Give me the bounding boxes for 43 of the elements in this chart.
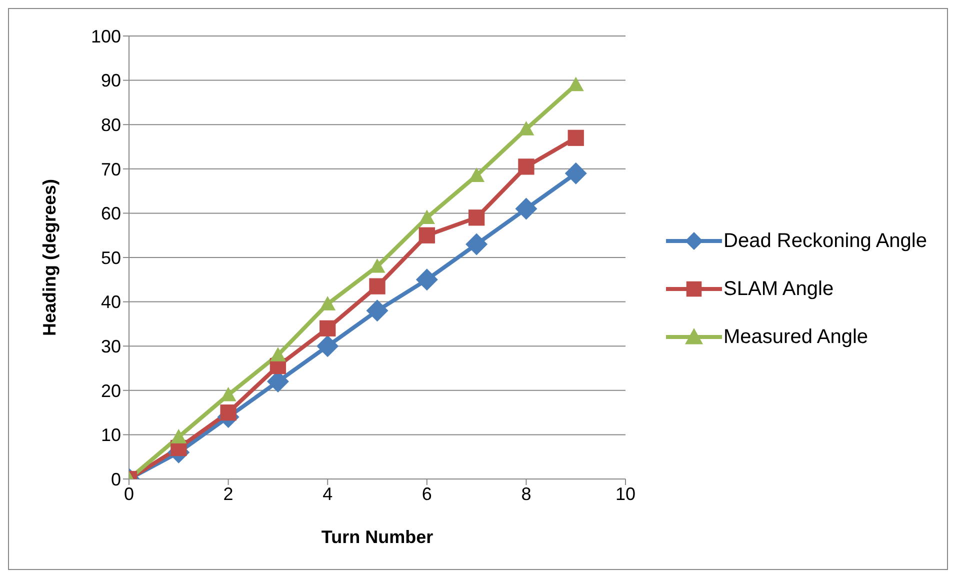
y-tick-label: 0 bbox=[110, 469, 121, 490]
legend-label: SLAM Angle bbox=[724, 277, 834, 302]
point bbox=[568, 130, 584, 146]
point bbox=[369, 278, 386, 294]
point bbox=[468, 210, 485, 226]
x-tick-label: 2 bbox=[223, 484, 234, 504]
y-tick-label: 50 bbox=[100, 248, 121, 268]
y-tick-label: 30 bbox=[100, 336, 121, 356]
x-tick-label: 0 bbox=[124, 484, 134, 504]
y-axis-title: Heading (degrees) bbox=[39, 178, 60, 336]
y-tick-label: 80 bbox=[100, 114, 121, 135]
y-tick-label: 90 bbox=[100, 70, 121, 91]
point bbox=[416, 268, 438, 291]
y-tick-label: 20 bbox=[100, 380, 121, 401]
legend-label: Measured Angle bbox=[724, 325, 868, 350]
x-tick-label: 4 bbox=[322, 484, 333, 504]
point bbox=[366, 300, 388, 322]
point bbox=[564, 162, 587, 184]
point bbox=[518, 121, 534, 136]
x-tick-label: 10 bbox=[616, 484, 636, 504]
y-tick-label: 100 bbox=[90, 26, 121, 46]
legend-label: Dead Reckoning Angle bbox=[724, 229, 927, 254]
y-tick-label: 70 bbox=[100, 159, 121, 180]
point bbox=[220, 386, 236, 402]
point bbox=[466, 233, 488, 256]
point bbox=[316, 335, 339, 358]
y-tick-label: 60 bbox=[100, 204, 121, 224]
point bbox=[418, 227, 435, 244]
point bbox=[418, 210, 435, 224]
point bbox=[220, 404, 236, 421]
point bbox=[568, 76, 584, 92]
x-tick-label: 6 bbox=[422, 484, 432, 504]
point bbox=[270, 346, 286, 362]
y-tick-label: 10 bbox=[100, 425, 121, 446]
point bbox=[518, 158, 534, 175]
point bbox=[468, 168, 485, 182]
point bbox=[170, 428, 187, 444]
y-tick-label: 40 bbox=[100, 292, 121, 312]
point bbox=[320, 296, 336, 310]
x-tick-label: 8 bbox=[521, 484, 532, 504]
point bbox=[515, 198, 538, 220]
point bbox=[320, 320, 336, 336]
x-axis-title: Turn Number bbox=[321, 527, 434, 547]
